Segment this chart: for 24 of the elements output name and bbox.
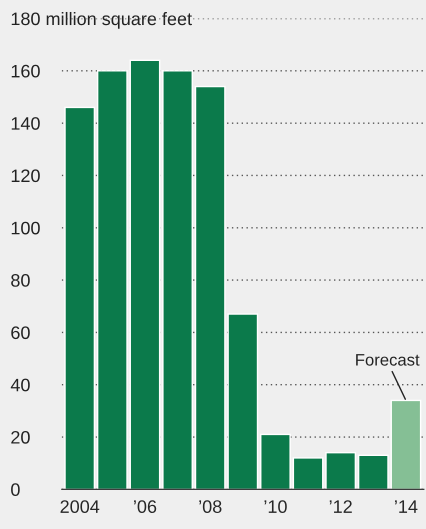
y-tick-label: 40 — [10, 378, 30, 392]
y-tick-label: 140 — [12, 117, 40, 130]
x-tick-label: ’08 — [199, 500, 222, 514]
y-tick-label: 0 — [11, 483, 20, 496]
annotation: Forecast — [356, 354, 420, 366]
x-tick-label: ’12 — [330, 500, 352, 513]
x-tick-label: ’10 — [264, 500, 287, 514]
bar — [64, 106, 96, 490]
y-tick-label: 80 — [11, 274, 30, 287]
x-tick-label: 2004 — [60, 500, 100, 514]
x-tick-label: ’14 — [395, 500, 418, 513]
y-tick-label: 160 — [12, 64, 40, 78]
bar — [194, 86, 226, 490]
y-tick-label: 180 million square feet — [12, 12, 192, 29]
y-tick-label: 60 — [11, 326, 30, 340]
bar — [358, 454, 389, 490]
x-tick-label: ’06 — [134, 500, 156, 514]
y-tick-label: 100 — [12, 222, 40, 234]
y-tick-label: 20 — [11, 430, 30, 444]
bar — [96, 70, 128, 490]
bar — [390, 400, 422, 490]
bar — [227, 313, 258, 490]
y-tick-label: 120 — [12, 169, 40, 182]
bar — [325, 452, 356, 490]
